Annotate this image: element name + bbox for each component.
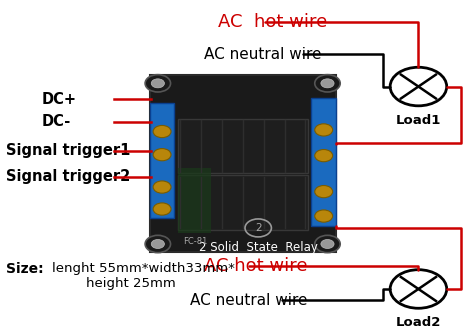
Text: DC+: DC+	[41, 92, 76, 107]
Circle shape	[321, 239, 334, 248]
Circle shape	[315, 75, 340, 92]
Text: AC hot wire: AC hot wire	[204, 258, 308, 276]
Text: DC-: DC-	[41, 115, 71, 129]
Bar	[311, 98, 336, 226]
Text: Load2: Load2	[396, 316, 441, 329]
Bar	[178, 175, 308, 229]
Text: AC  hot wire: AC hot wire	[218, 13, 328, 31]
Circle shape	[315, 124, 333, 136]
Text: 2 Solid  State  Relay: 2 Solid State Relay	[199, 241, 318, 254]
Circle shape	[153, 148, 171, 161]
Circle shape	[390, 67, 447, 106]
Bar	[150, 103, 174, 218]
Text: Signal trigger1: Signal trigger1	[6, 143, 130, 158]
Text: lenght 55mm*width33mm*
        height 25mm: lenght 55mm*width33mm* height 25mm	[52, 262, 235, 290]
Circle shape	[390, 270, 447, 308]
Text: Size:: Size:	[6, 262, 44, 276]
Circle shape	[153, 203, 171, 215]
Circle shape	[145, 235, 171, 253]
Circle shape	[153, 181, 171, 193]
Circle shape	[315, 149, 333, 162]
Circle shape	[315, 210, 333, 222]
Text: Load1: Load1	[396, 114, 441, 127]
Bar	[150, 75, 336, 252]
Circle shape	[151, 239, 164, 248]
Text: Signal trigger2: Signal trigger2	[6, 169, 130, 184]
Circle shape	[315, 186, 333, 198]
Circle shape	[153, 125, 171, 138]
Circle shape	[151, 79, 164, 88]
Bar	[178, 119, 308, 173]
Circle shape	[315, 235, 340, 253]
Circle shape	[321, 79, 334, 88]
Text: AC neutral wire: AC neutral wire	[204, 47, 321, 62]
Bar	[178, 168, 211, 233]
Text: FC-81: FC-81	[183, 237, 207, 246]
Circle shape	[145, 75, 171, 92]
Text: AC neutral wire: AC neutral wire	[190, 293, 307, 308]
Text: 2: 2	[255, 223, 262, 233]
